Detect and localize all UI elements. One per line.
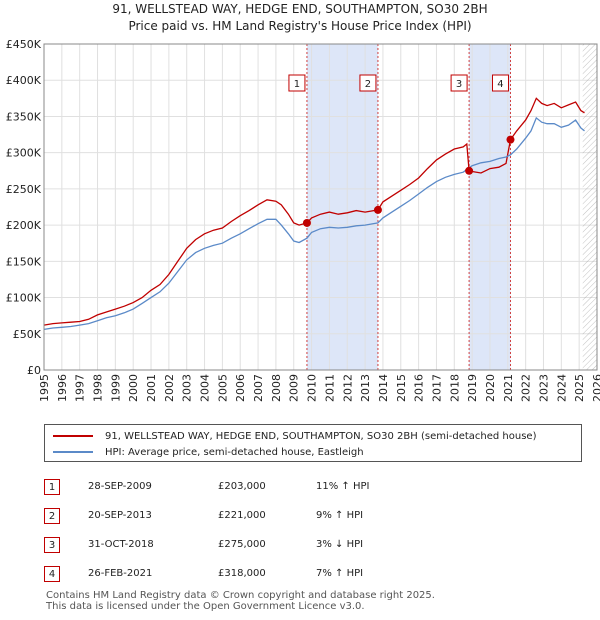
- table-row: 4 26-FEB-2021 £318,000 7% ↑ HPI: [44, 559, 436, 588]
- legend-swatch-hpi: [53, 451, 93, 453]
- x-tick-label: 2022: [520, 374, 533, 402]
- x-tick-label: 2020: [484, 374, 497, 402]
- legend: 91, WELLSTEAD WAY, HEDGE END, SOUTHAMPTO…: [44, 424, 582, 462]
- x-tick-label: 2005: [216, 374, 229, 402]
- sale-price: £221,000: [218, 510, 266, 521]
- sale-hpi-diff: 3% ↓ HPI: [316, 539, 364, 550]
- x-tick-label: 1997: [74, 374, 87, 402]
- transaction-label-box: [491, 74, 509, 92]
- sale-date: 20-SEP-2013: [88, 510, 152, 521]
- x-tick-label: 2021: [502, 374, 515, 402]
- series-line-hpi: [43, 116, 585, 331]
- price-chart: 1 2 3 4 £0 £50K £100K £150K £200K £250K £300K £350…: [6, 38, 600, 402]
- x-tick-label: 2011: [323, 374, 336, 402]
- legend-label-hpi: HPI: Average price, semi-detached house,…: [105, 446, 364, 458]
- x-tick-label: 2017: [430, 374, 443, 402]
- forecast-hatch: [582, 44, 597, 370]
- transaction-label: 4: [497, 79, 503, 90]
- x-tick-label: 2026: [591, 374, 600, 402]
- legend-item-property: 91, WELLSTEAD WAY, HEDGE END, SOUTHAMPTO…: [53, 429, 536, 443]
- sale-date: 28-SEP-2009: [88, 481, 152, 492]
- x-tick-label: 1998: [92, 374, 105, 402]
- transaction-label-box: [288, 74, 306, 92]
- sale-date: 31-OCT-2018: [88, 539, 154, 550]
- sale-hpi-diff: 11% ↑ HPI: [316, 481, 370, 492]
- transaction-label: 1: [294, 79, 300, 90]
- footer: Contains HM Land Registry data © Crown c…: [46, 590, 435, 612]
- footer-license: This data is licensed under the Open Gov…: [46, 601, 365, 612]
- sale-price: £203,000: [218, 481, 266, 492]
- x-tick-label: 2016: [413, 374, 426, 402]
- x-tick-label: 2001: [145, 374, 158, 402]
- sale-price: £318,000: [218, 568, 266, 579]
- sale-number-badge: 3: [44, 536, 60, 553]
- transaction-label-box: [359, 74, 377, 92]
- legend-item-hpi: HPI: Average price, semi-detached house,…: [53, 445, 364, 459]
- transaction-point: [465, 166, 474, 175]
- shaded-band: [306, 44, 378, 370]
- x-tick-label: 2014: [377, 374, 390, 402]
- chart-title: 91, WELLSTEAD WAY, HEDGE END, SOUTHAMPTO…: [112, 2, 488, 16]
- y-tick-label: £450K: [6, 38, 42, 51]
- sale-date: 26-FEB-2021: [88, 568, 153, 579]
- x-tick-label: 2024: [555, 374, 568, 402]
- y-tick-label: £0: [27, 364, 41, 377]
- table-row: 1 28-SEP-2009 £203,000 11% ↑ HPI: [44, 472, 436, 501]
- x-tick-label: 2023: [537, 374, 550, 402]
- x-tick-label: 2006: [234, 374, 247, 402]
- transaction-label: 2: [365, 79, 371, 90]
- x-tick-label: 1996: [56, 374, 69, 402]
- table-row: 3 31-OCT-2018 £275,000 3% ↓ HPI: [44, 530, 436, 559]
- x-tick-label: 2012: [341, 374, 354, 402]
- transaction-point: [373, 205, 382, 214]
- chart-subtitle: Price paid vs. HM Land Registry's House …: [128, 19, 472, 33]
- x-tick-label: 2000: [127, 374, 140, 402]
- x-tick-label: 1995: [38, 374, 51, 402]
- transaction-label: 3: [456, 79, 462, 90]
- sale-hpi-diff: 9% ↑ HPI: [316, 510, 364, 521]
- y-tick-label: £250K: [6, 183, 42, 196]
- y-tick-label: £100K: [6, 292, 42, 305]
- x-tick-label: 2015: [395, 374, 408, 402]
- y-tick-label: £400K: [6, 74, 42, 87]
- x-tick-label: 2004: [199, 374, 212, 402]
- x-tick-label: 2008: [270, 374, 283, 402]
- transaction-point: [302, 218, 311, 227]
- x-tick-label: 2007: [252, 374, 265, 402]
- legend-swatch-property: [53, 435, 93, 437]
- series-line-property: [43, 97, 585, 326]
- footer-copyright: Contains HM Land Registry data © Crown c…: [46, 590, 435, 601]
- y-tick-label: £300K: [6, 147, 42, 160]
- x-tick-label: 2019: [466, 374, 479, 402]
- sale-number-badge: 2: [44, 507, 60, 524]
- y-tick-label: £350K: [6, 110, 42, 123]
- x-tick-label: 2010: [306, 374, 319, 402]
- sale-hpi-diff: 7% ↑ HPI: [316, 568, 364, 579]
- x-tick-label: 2002: [163, 374, 176, 402]
- sale-number-badge: 1: [44, 478, 60, 495]
- plot-frame: [43, 43, 598, 371]
- sale-number-badge: 4: [44, 565, 60, 582]
- x-tick-label: 2003: [181, 374, 194, 402]
- transaction-label-box: [450, 74, 468, 92]
- x-tick-label: 1999: [109, 374, 122, 402]
- y-tick-label: £150K: [6, 255, 42, 268]
- x-tick-label: 2013: [359, 374, 372, 402]
- legend-label-property: 91, WELLSTEAD WAY, HEDGE END, SOUTHAMPTO…: [105, 430, 537, 442]
- sale-price: £275,000: [218, 539, 266, 550]
- x-tick-label: 2009: [288, 374, 301, 402]
- y-tick-label: £50K: [13, 328, 42, 341]
- transaction-point: [506, 135, 515, 144]
- y-tick-label: £200K: [6, 219, 42, 232]
- x-tick-label: 2025: [573, 374, 586, 402]
- x-tick-label: 2018: [448, 374, 461, 402]
- table-row: 2 20-SEP-2013 £221,000 9% ↑ HPI: [44, 501, 436, 530]
- sales-table: 1 28-SEP-2009 £203,000 11% ↑ HPI 2 20-SE…: [44, 472, 436, 588]
